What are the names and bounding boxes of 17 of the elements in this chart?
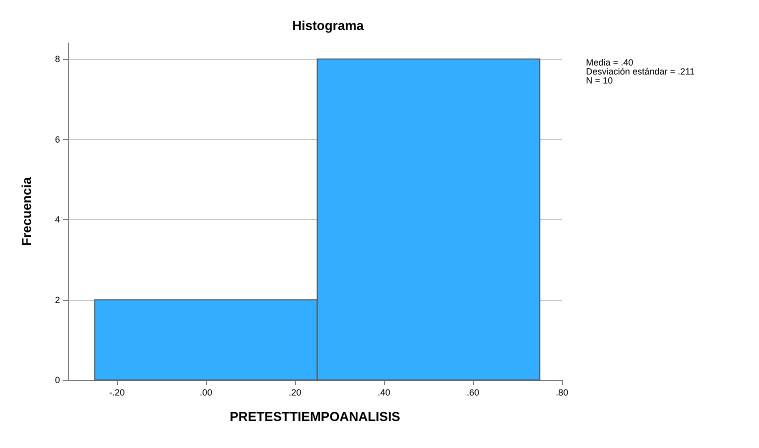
x-tick-label: .80 — [556, 388, 568, 398]
text: N = 10 — [586, 76, 613, 86]
text: Media = .40 — [586, 58, 634, 68]
y-tick-label: 4 — [54, 214, 60, 225]
x-tick-label: -.20 — [109, 388, 125, 398]
x-axis-title: PRETESTTIEMPOANALISIS — [230, 409, 401, 424]
x-tick-label: .40 — [378, 388, 390, 398]
y-axis-title: Frecuencia — [19, 176, 34, 246]
y-tick-label: 0 — [54, 375, 60, 385]
chart-title: Histograma — [292, 18, 365, 33]
y-tick-label: 6 — [54, 134, 60, 144]
x-tick-label: .60 — [466, 388, 480, 398]
x-tick-label: .20 — [288, 388, 302, 398]
y-tick-label: 2 — [54, 294, 60, 305]
y-tick-label: 8 — [54, 54, 60, 64]
x-tick-label: .00 — [200, 388, 212, 398]
text: Desviación estándar = .211 — [586, 66, 695, 76]
